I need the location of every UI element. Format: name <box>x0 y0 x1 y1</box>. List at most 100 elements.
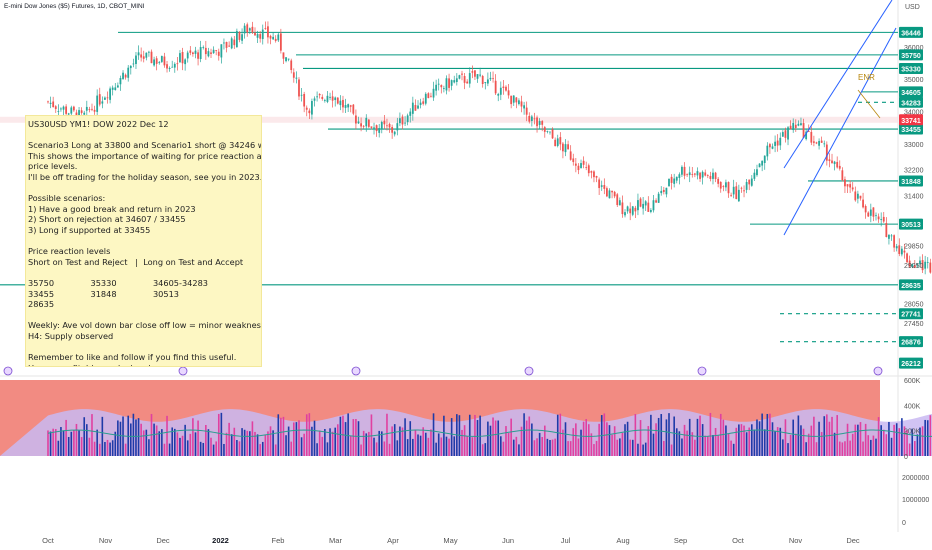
volume-bar <box>916 434 919 456</box>
candle-body <box>261 29 264 40</box>
candle-body <box>336 97 339 104</box>
volume-bar <box>590 433 593 456</box>
candle-body <box>888 234 890 239</box>
candle-body <box>367 119 370 127</box>
candle-body <box>740 187 743 189</box>
volume-bar <box>189 433 192 456</box>
candle-body <box>626 206 629 212</box>
candle-body <box>657 193 660 203</box>
volume-bar <box>148 439 150 456</box>
note-line <box>28 341 259 352</box>
volume-bar <box>137 418 140 456</box>
volume-bar <box>921 426 924 456</box>
price-tick-label: 27450 <box>904 321 924 328</box>
candle-body <box>179 53 181 63</box>
note-line: 2) Short on rejection at 34607 / 33455 <box>28 214 186 225</box>
time-tick-label: Sep <box>674 536 687 545</box>
price-axis[interactable]: 36000 35000 34000 33000 32200 31400 29850 29250… <box>904 45 924 328</box>
candle-body <box>903 250 906 253</box>
candle-body <box>430 95 432 97</box>
volume-bar <box>753 429 756 456</box>
volume-bar <box>769 413 771 456</box>
note-line: 28635 <box>28 299 55 310</box>
candle-body <box>766 145 769 157</box>
volume-bar <box>114 431 117 456</box>
current-price-label: 33741 <box>901 118 921 125</box>
candle-body <box>660 190 663 194</box>
volume-bar <box>675 428 678 456</box>
time-axis[interactable]: Oct Nov Dec 2022 Feb Mar Apr May Jun Jul Aug Sep Oct… <box>42 536 860 545</box>
candle-body <box>474 70 476 77</box>
candle-body <box>259 34 262 39</box>
volume-bar <box>536 438 538 456</box>
candle-body <box>735 186 738 200</box>
candle-body <box>882 216 885 222</box>
candle-body <box>719 181 722 189</box>
candle-body <box>111 87 114 90</box>
volume-bar <box>699 415 701 456</box>
candle-body <box>833 161 836 165</box>
volume-bar <box>161 429 163 456</box>
volume-bar <box>820 432 823 456</box>
volume-bar <box>225 432 228 456</box>
volume-bar <box>520 426 523 456</box>
candle-body <box>189 50 192 53</box>
volume-bar <box>471 437 474 456</box>
volume-bar <box>344 422 347 456</box>
volume-bar <box>895 423 898 456</box>
volume-bar <box>748 427 751 456</box>
volume-bar <box>298 420 300 456</box>
candle-body <box>399 118 401 124</box>
volume-bar <box>272 430 274 456</box>
candle-body <box>49 102 52 104</box>
candle-body <box>406 115 409 123</box>
enr-marker-line <box>857 89 881 119</box>
volume-bar <box>349 435 352 456</box>
candle-body <box>238 31 241 40</box>
candle-body <box>316 96 318 98</box>
candle-body <box>212 49 215 54</box>
candle-body <box>85 106 88 111</box>
volume-bar <box>763 429 766 456</box>
candle-body <box>142 56 145 59</box>
symbol-title: E-mini Dow Jones ($5) Futures, 1D, CBOT_… <box>4 3 145 10</box>
volume-bar <box>518 444 520 456</box>
analysis-note[interactable]: US30USD YM1! DOW 2022 Dec 12 Scenario3 L… <box>25 115 262 367</box>
level-tag-label: 30513 <box>901 222 921 229</box>
volume-bar <box>168 443 171 456</box>
level-tag <box>899 357 923 369</box>
note-line: 33455 31848 30513 <box>28 288 180 299</box>
volume-bar <box>241 428 243 456</box>
time-tick-label: Jun <box>502 536 514 545</box>
note-line <box>28 236 259 247</box>
volume-bar <box>282 416 285 456</box>
volume-bar <box>776 427 779 456</box>
candle-body <box>523 105 525 109</box>
volume-bar <box>393 424 396 456</box>
candle-body <box>62 106 65 110</box>
volume-bar <box>396 440 399 456</box>
candle-body <box>631 206 634 215</box>
candle-body <box>285 57 287 62</box>
volume-bar <box>476 420 479 456</box>
volume-bar <box>663 440 665 456</box>
volume-bar <box>593 444 595 456</box>
candle-body <box>404 122 406 124</box>
volume-bar <box>624 424 626 456</box>
candle-body <box>347 104 350 108</box>
candle-body <box>414 105 417 111</box>
candle-body <box>875 215 877 217</box>
candle-body <box>153 59 155 66</box>
volume-bar <box>406 439 409 456</box>
candle-body <box>525 107 528 115</box>
candle-body <box>360 123 362 127</box>
candle-body <box>528 115 531 122</box>
candle-body <box>818 140 820 146</box>
candle-body <box>629 208 632 214</box>
candle-body <box>745 182 748 190</box>
level-tag <box>899 96 923 108</box>
volume-bar <box>510 418 512 456</box>
level-tag <box>899 218 923 230</box>
candle-body <box>463 76 466 83</box>
